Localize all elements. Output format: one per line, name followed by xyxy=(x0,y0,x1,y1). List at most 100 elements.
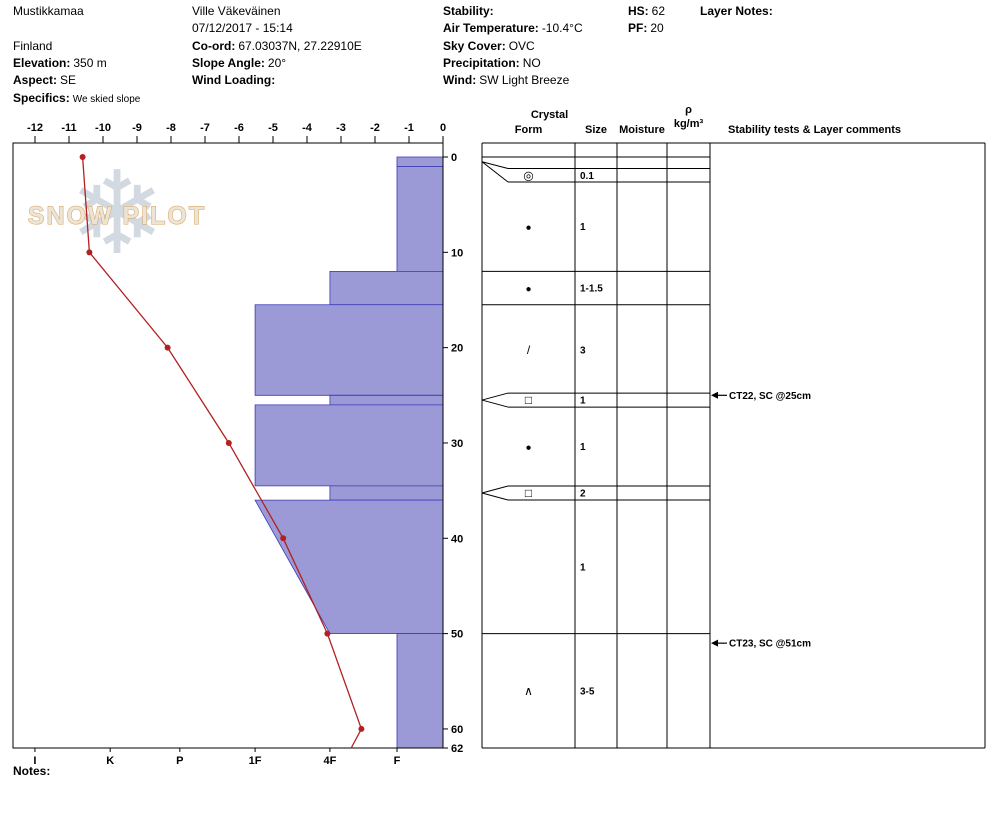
elevation-line: Elevation: 350 m xyxy=(13,56,107,70)
temp-axis-label: 0 xyxy=(440,122,446,134)
temperature-point xyxy=(164,344,171,351)
crystal-form-symbol: □ xyxy=(525,486,532,500)
precipitation-line: Precipitation: NO xyxy=(443,56,541,70)
depth-axis-label: 62 xyxy=(451,743,463,755)
table-header-comments: Stability tests & Layer comments xyxy=(728,124,902,136)
sky-cover-line: Sky Cover: OVC xyxy=(443,39,535,53)
plot-border xyxy=(12,142,444,749)
hardness-axis-label: I xyxy=(33,755,36,767)
temperature-point xyxy=(86,249,93,256)
crystal-form-symbol: ● xyxy=(525,223,531,234)
crystal-size-value: 1 xyxy=(580,562,586,573)
crystal-size-value: 1 xyxy=(580,442,586,453)
thin-layer-wedge xyxy=(481,161,509,170)
thin-layer-wedge xyxy=(481,392,509,401)
depth-axis-label: 20 xyxy=(451,343,463,355)
layer-bar xyxy=(329,485,444,501)
temp-axis-label: -4 xyxy=(302,122,313,134)
snowflake-icon: ❄ xyxy=(69,150,165,278)
table-header-size: Size xyxy=(584,124,607,136)
watermark-brand: SNOW PILOT xyxy=(28,202,206,230)
thin-layer-wedge xyxy=(481,161,509,183)
observer: Ville Väkeväinen xyxy=(192,4,281,18)
depth-axis-label: 30 xyxy=(451,438,463,450)
datetime: 07/12/2017 - 15:14 xyxy=(192,21,293,35)
layer-bar xyxy=(254,404,444,487)
crystal-form-symbol: ∧ xyxy=(524,684,533,698)
stability-test-comment: CT23, SC @51cm xyxy=(729,639,811,650)
stability-line: Stability: xyxy=(443,4,494,18)
specifics-line: Specifics: We skied slope xyxy=(13,91,141,106)
layer-bar xyxy=(254,499,444,635)
flag-arrow-icon xyxy=(711,391,718,399)
table-header-density: ρ xyxy=(685,104,692,116)
crystal-form-symbol: □ xyxy=(525,393,532,407)
temperature-line xyxy=(81,156,363,749)
temp-axis-label: -7 xyxy=(200,122,210,134)
depth-axis-label: 50 xyxy=(451,629,463,641)
pit-name: Mustikkamaa xyxy=(13,4,84,18)
table-header-crystal: Crystal xyxy=(530,109,569,121)
temperature-point xyxy=(358,725,365,732)
notes-label: Notes: xyxy=(13,764,51,778)
temp-axis-label: -12 xyxy=(27,122,43,134)
hs-line: HS: 62 xyxy=(628,4,666,18)
layer-bar xyxy=(396,166,444,272)
crystal-size-value: 3 xyxy=(580,346,586,357)
hardness-axis-label: 1F xyxy=(249,755,262,767)
temperature-point xyxy=(79,154,86,160)
hardness-axis-label: K xyxy=(106,755,114,767)
slope-angle-line: Slope Angle: 20° xyxy=(192,56,287,70)
temp-axis-label: -5 xyxy=(268,122,278,134)
stability-test-comment: CT22, SC @25cm xyxy=(729,391,811,402)
layer-notes-line: Layer Notes: xyxy=(700,4,773,18)
hardness-axis-label: F xyxy=(394,755,401,767)
air-temperature-line: Air Temperature: -10.4°C xyxy=(443,21,583,35)
crystal-form-symbol: ● xyxy=(525,284,531,295)
temp-axis-label: -8 xyxy=(166,122,176,134)
temp-axis-label: -6 xyxy=(234,122,244,134)
layer-bar xyxy=(329,394,444,406)
depth-axis-label: 0 xyxy=(451,152,457,164)
table-header-density-unit: kg/m³ xyxy=(673,118,704,130)
temperature-point xyxy=(280,535,287,542)
hardness-axis-label: 4F xyxy=(323,755,336,767)
layer-bar xyxy=(396,156,444,167)
flag-arrow-icon xyxy=(711,639,718,647)
temp-axis-label: -11 xyxy=(61,122,76,134)
depth-axis-label: 10 xyxy=(451,247,463,259)
thin-layer-wedge xyxy=(481,492,509,501)
aspect-line: Aspect: SE xyxy=(13,73,77,87)
crystal-size-value: 1-1.5 xyxy=(580,284,603,295)
wind-loading-line: Wind Loading: xyxy=(192,73,276,87)
table-header-form: Form xyxy=(514,124,543,136)
crystal-size-value: 1 xyxy=(580,222,586,233)
temp-axis-label: -9 xyxy=(132,122,142,134)
table-header-moisture: Moisture xyxy=(619,124,665,136)
crystal-size-value: 2 xyxy=(580,489,586,500)
depth-axis-label: 60 xyxy=(451,724,463,736)
depth-axis-label: 40 xyxy=(451,533,463,545)
crystal-size-value: 3-5 xyxy=(580,686,595,697)
hardness-axis-label: P xyxy=(176,755,183,767)
crystal-size-value: 0.1 xyxy=(580,171,594,182)
temp-axis-label: -10 xyxy=(95,122,111,134)
crystal-form-symbol: ● xyxy=(525,442,531,453)
coord-line: Co-ord: 67.03037N, 27.22910E xyxy=(192,39,362,53)
temp-axis-label: -1 xyxy=(404,122,414,134)
temp-axis-label: -3 xyxy=(336,122,346,134)
layer-bar xyxy=(329,270,444,306)
crystal-size-value: 1 xyxy=(580,396,586,407)
thin-layer-wedge xyxy=(481,399,509,408)
pf-line: PF: 20 xyxy=(628,21,664,35)
temp-axis-label: -2 xyxy=(370,122,380,134)
crystal-form-symbol: / xyxy=(527,343,531,357)
layer-bar xyxy=(396,633,444,749)
temperature-point xyxy=(225,439,232,446)
country: Finland xyxy=(13,39,53,53)
temperature-point xyxy=(324,630,331,637)
layer-bar xyxy=(254,304,444,396)
thin-layer-wedge xyxy=(481,485,509,494)
